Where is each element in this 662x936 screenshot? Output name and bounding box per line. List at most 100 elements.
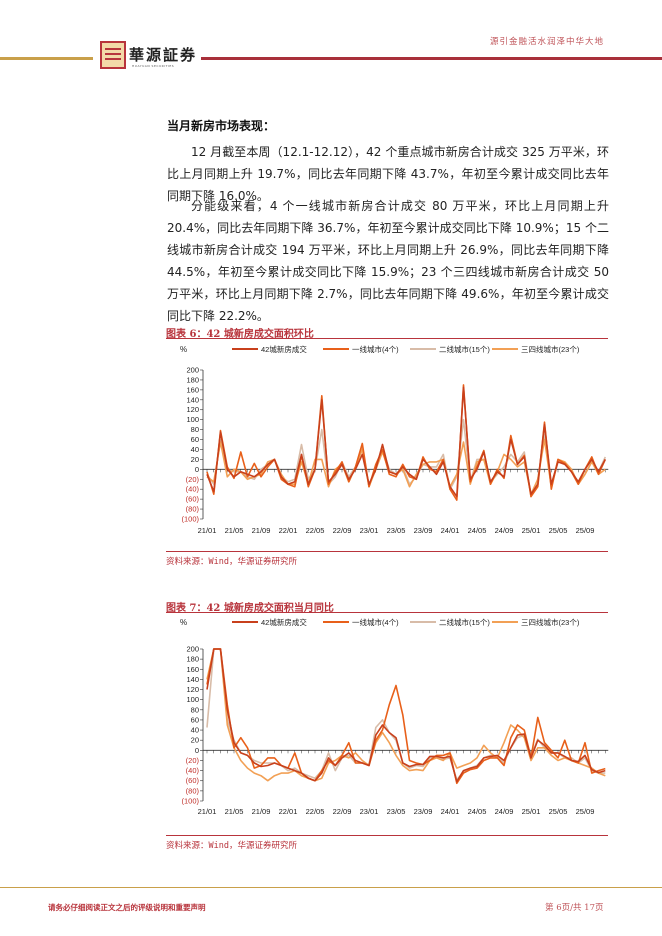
series-line-0 (206, 386, 607, 498)
y-unit-label: % (180, 618, 187, 627)
x-tick-label: 22/05 (306, 807, 325, 816)
x-tick-label: 21/01 (198, 526, 217, 535)
y-tick-label: (60) (186, 776, 200, 785)
x-tick-label: 23/05 (387, 526, 406, 535)
x-tick-label: 21/05 (225, 807, 244, 816)
y-tick-label: 100 (186, 415, 199, 424)
y-tick-label: 0 (195, 746, 199, 755)
logo-text: 華源証券 (129, 46, 198, 64)
y-tick-label: 20 (191, 736, 199, 745)
x-tick-label: 21/09 (252, 807, 271, 816)
x-tick-label: 25/01 (522, 807, 541, 816)
footer-disclaimer: 请务必仔细阅读正文之后的评级说明和重要声明 (48, 903, 206, 912)
chart-yoy: % 42城新房成交 一线城市(4个) 二线城市(15个) 三四线城市(23个)20018… (180, 617, 609, 816)
x-tick-label: 24/05 (468, 526, 487, 535)
x-tick-label: 21/05 (225, 526, 244, 535)
y-tick-label: 80 (191, 425, 199, 434)
y-tick-label: (40) (186, 766, 200, 775)
legend-label: 一线城市(4个) (352, 344, 399, 354)
y-tick-label: (40) (186, 485, 200, 494)
series-line-1 (206, 648, 606, 785)
x-tick-label: 21/09 (252, 526, 271, 535)
header-red-rule (201, 57, 662, 60)
x-tick-label: 23/01 (360, 807, 379, 816)
y-unit-label: % (180, 345, 187, 354)
y-tick-label: 40 (191, 726, 199, 735)
x-tick-label: 25/05 (549, 526, 568, 535)
x-tick-label: 23/05 (387, 807, 406, 816)
x-tick-label: 24/09 (495, 526, 514, 535)
legend-label: 三四线城市(23个) (521, 344, 580, 354)
series-line-0 (206, 648, 606, 783)
page-number: 第 6页/共 17页 (545, 903, 604, 913)
y-tick-label: 200 (186, 366, 199, 375)
header-slogan: 源引金融活水润泽中华大地 (490, 37, 605, 47)
paragraph-1: 12 月截至本周（12.1-12.12），42 个重点城市新房合计成交 325 … (167, 145, 609, 203)
y-tick-label: 60 (191, 715, 199, 724)
y-tick-label: 20 (191, 455, 199, 464)
chart-mom: % 42城新房成交 一线城市(4个) 二线城市(15个) 三四线城市(23个)20018… (180, 344, 609, 535)
section-heading: 当月新房市场表现： (167, 119, 276, 133)
x-tick-label: 24/05 (468, 807, 487, 816)
x-tick-label: 24/09 (495, 807, 514, 816)
y-tick-label: 0 (195, 465, 199, 474)
y-tick-label: 140 (186, 675, 199, 684)
x-tick-label: 22/01 (279, 526, 298, 535)
x-tick-label: 25/05 (549, 807, 568, 816)
x-tick-label: 25/09 (576, 807, 595, 816)
logo-emblem (100, 41, 126, 69)
x-tick-label: 21/01 (198, 807, 217, 816)
y-tick-label: 100 (186, 695, 199, 704)
figure-6-source-rule (166, 551, 608, 552)
y-tick-label: 140 (186, 395, 199, 404)
y-tick-label: 180 (186, 375, 199, 384)
x-tick-label: 22/09 (333, 526, 352, 535)
x-tick-label: 22/09 (333, 807, 352, 816)
y-tick-label: (80) (186, 786, 200, 795)
legend-label: 42城新房成交 (261, 617, 307, 627)
y-tick-label: (80) (186, 505, 200, 514)
x-tick-label: 23/09 (414, 526, 433, 535)
header-gold-rule (0, 57, 93, 60)
figure-7-rule (166, 612, 608, 613)
figure-6-rule (166, 338, 608, 339)
legend-label: 二线城市(15个) (439, 344, 490, 354)
x-tick-label: 24/01 (441, 807, 460, 816)
figure-6-source: 资料来源：Wind，华源证券研究所 (166, 557, 297, 567)
x-tick-label: 23/09 (414, 807, 433, 816)
logo-subtitle: HUAYUAN SECURITIES (132, 64, 175, 68)
legend-label: 一线城市(4个) (352, 617, 399, 627)
x-tick-label: 24/01 (441, 526, 460, 535)
x-tick-label: 25/01 (522, 526, 541, 535)
x-tick-label: 22/01 (279, 807, 298, 816)
y-tick-label: 40 (191, 445, 199, 454)
y-tick-label: (100) (181, 797, 199, 806)
x-tick-label: 23/01 (360, 526, 379, 535)
y-tick-label: (20) (186, 475, 200, 484)
figure-7-source-rule (166, 835, 608, 836)
paragraph-2: 分能级来看，4 个一线城市新房合计成交 80 万平米，环比上月同期上升 20.4… (167, 199, 609, 323)
figure-7-source: 资料来源：Wind，华源证券研究所 (166, 841, 297, 851)
y-tick-label: (60) (186, 495, 200, 504)
legend-label: 三四线城市(23个) (521, 617, 580, 627)
legend-label: 二线城市(15个) (439, 617, 490, 627)
x-tick-label: 25/09 (576, 526, 595, 535)
y-tick-label: (100) (181, 515, 199, 524)
series-line-3 (206, 648, 606, 782)
y-tick-label: 120 (186, 685, 199, 694)
y-tick-label: 160 (186, 385, 199, 394)
y-tick-label: 120 (186, 405, 199, 414)
figure-6-title: 图表 6：42 城新房成交面积环比 (166, 329, 314, 340)
footer-rule (0, 887, 662, 888)
y-tick-label: 160 (186, 665, 199, 674)
y-tick-label: 60 (191, 435, 199, 444)
y-tick-label: (20) (186, 756, 200, 765)
y-tick-label: 180 (186, 655, 199, 664)
y-tick-label: 200 (186, 645, 199, 654)
legend-label: 42城新房成交 (261, 344, 307, 354)
series-line-3 (206, 438, 606, 495)
x-tick-label: 22/05 (306, 526, 325, 535)
figure-7-title: 图表 7：42 城新房成交面积当月同比 (166, 603, 334, 614)
y-tick-label: 80 (191, 705, 199, 714)
